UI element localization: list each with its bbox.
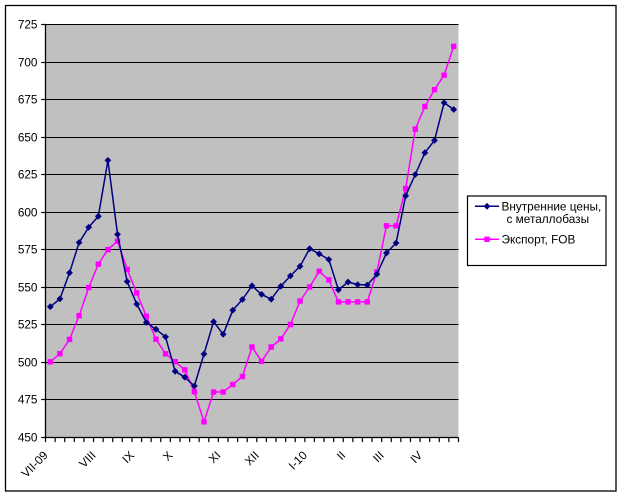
- svg-text:625: 625: [18, 168, 38, 182]
- svg-text:Экспорт, FOB: Экспорт, FOB: [502, 232, 576, 246]
- svg-text:475: 475: [18, 393, 38, 407]
- svg-text:525: 525: [18, 318, 38, 332]
- svg-text:675: 675: [18, 93, 38, 107]
- svg-text:600: 600: [18, 206, 38, 220]
- svg-text:с металлобазы: с металлобазы: [507, 212, 590, 226]
- svg-text:Внутренние цены,: Внутренние цены,: [502, 199, 602, 213]
- svg-text:450: 450: [18, 431, 38, 445]
- svg-text:575: 575: [18, 243, 38, 257]
- svg-text:500: 500: [18, 356, 38, 370]
- svg-text:700: 700: [18, 56, 38, 70]
- svg-text:650: 650: [18, 131, 38, 145]
- svg-text:725: 725: [18, 18, 38, 32]
- svg-text:550: 550: [18, 281, 38, 295]
